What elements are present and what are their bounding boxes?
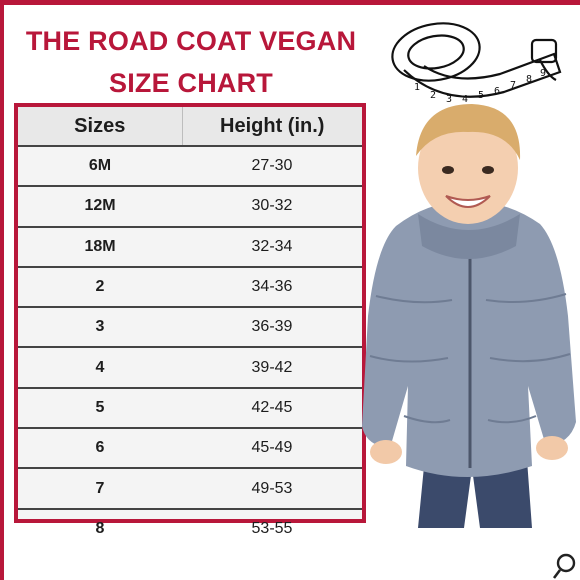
size-cell: 8 bbox=[95, 519, 105, 537]
size-cell: 3 bbox=[18, 307, 182, 349]
table-row: 3 36-39 bbox=[18, 307, 362, 349]
height-cell: 45-49 bbox=[182, 428, 362, 470]
frame-top-border bbox=[0, 0, 580, 5]
table-row: 2 34-36 bbox=[18, 266, 362, 309]
size-cell: 4 bbox=[18, 347, 182, 389]
size-cell: 18M bbox=[18, 226, 182, 268]
tape-number: 4 bbox=[462, 94, 468, 105]
height-cell: 36-39 bbox=[182, 307, 362, 349]
size-cell: 6 bbox=[18, 428, 182, 470]
tape-number: 9 bbox=[540, 68, 546, 79]
chart-title-line2: SIZE CHART bbox=[109, 68, 273, 98]
height-cell: 49-53 bbox=[182, 468, 362, 510]
column-header-height: Height (in.) bbox=[181, 107, 362, 147]
table-row: 4 39-42 bbox=[18, 347, 362, 389]
height-cell: 27-30 bbox=[182, 146, 362, 188]
tape-number: 2 bbox=[430, 90, 436, 101]
chart-title-line1: THE ROAD COAT VEGAN bbox=[25, 26, 357, 56]
measuring-tape-icon: 1 2 3 4 5 6 7 8 9 bbox=[391, 22, 562, 105]
height-cell: 32-34 bbox=[182, 226, 362, 268]
tape-number: 6 bbox=[494, 86, 500, 97]
frame-left-border bbox=[0, 0, 4, 580]
table-row: 8 53-55 bbox=[18, 509, 362, 548]
height-cell: 53-55 bbox=[251, 519, 293, 537]
table-row: 12M 30-32 bbox=[18, 186, 362, 228]
height-cell: 42-45 bbox=[182, 387, 362, 430]
tape-number: 8 bbox=[526, 74, 532, 85]
table-row: 7 49-53 bbox=[18, 468, 362, 510]
size-table: Sizes Height (in.) 6M 27-30 12M 30-32 18… bbox=[14, 103, 366, 537]
magnifier-icon[interactable] bbox=[552, 550, 580, 580]
height-cell: 34-36 bbox=[182, 266, 362, 309]
table-row: 18M 32-34 bbox=[18, 226, 362, 268]
size-cell: 2 bbox=[18, 266, 182, 309]
size-cell: 6M bbox=[18, 146, 182, 188]
tape-number: 1 bbox=[414, 82, 420, 93]
table-row: 5 42-45 bbox=[18, 387, 362, 430]
size-cell: 5 bbox=[18, 387, 182, 430]
child-in-jacket-photo bbox=[362, 104, 576, 528]
size-cell: 7 bbox=[18, 468, 182, 510]
height-cell: 39-42 bbox=[182, 347, 362, 389]
height-cell: 30-32 bbox=[182, 186, 362, 228]
size-cell: 12M bbox=[18, 186, 182, 228]
tape-number: 5 bbox=[478, 90, 484, 101]
tape-number: 7 bbox=[510, 80, 516, 91]
table-row: 6 45-49 bbox=[18, 428, 362, 470]
table-row: 6M 27-30 bbox=[18, 146, 362, 188]
tape-number: 3 bbox=[446, 94, 452, 105]
column-header-sizes: Sizes bbox=[18, 107, 182, 147]
